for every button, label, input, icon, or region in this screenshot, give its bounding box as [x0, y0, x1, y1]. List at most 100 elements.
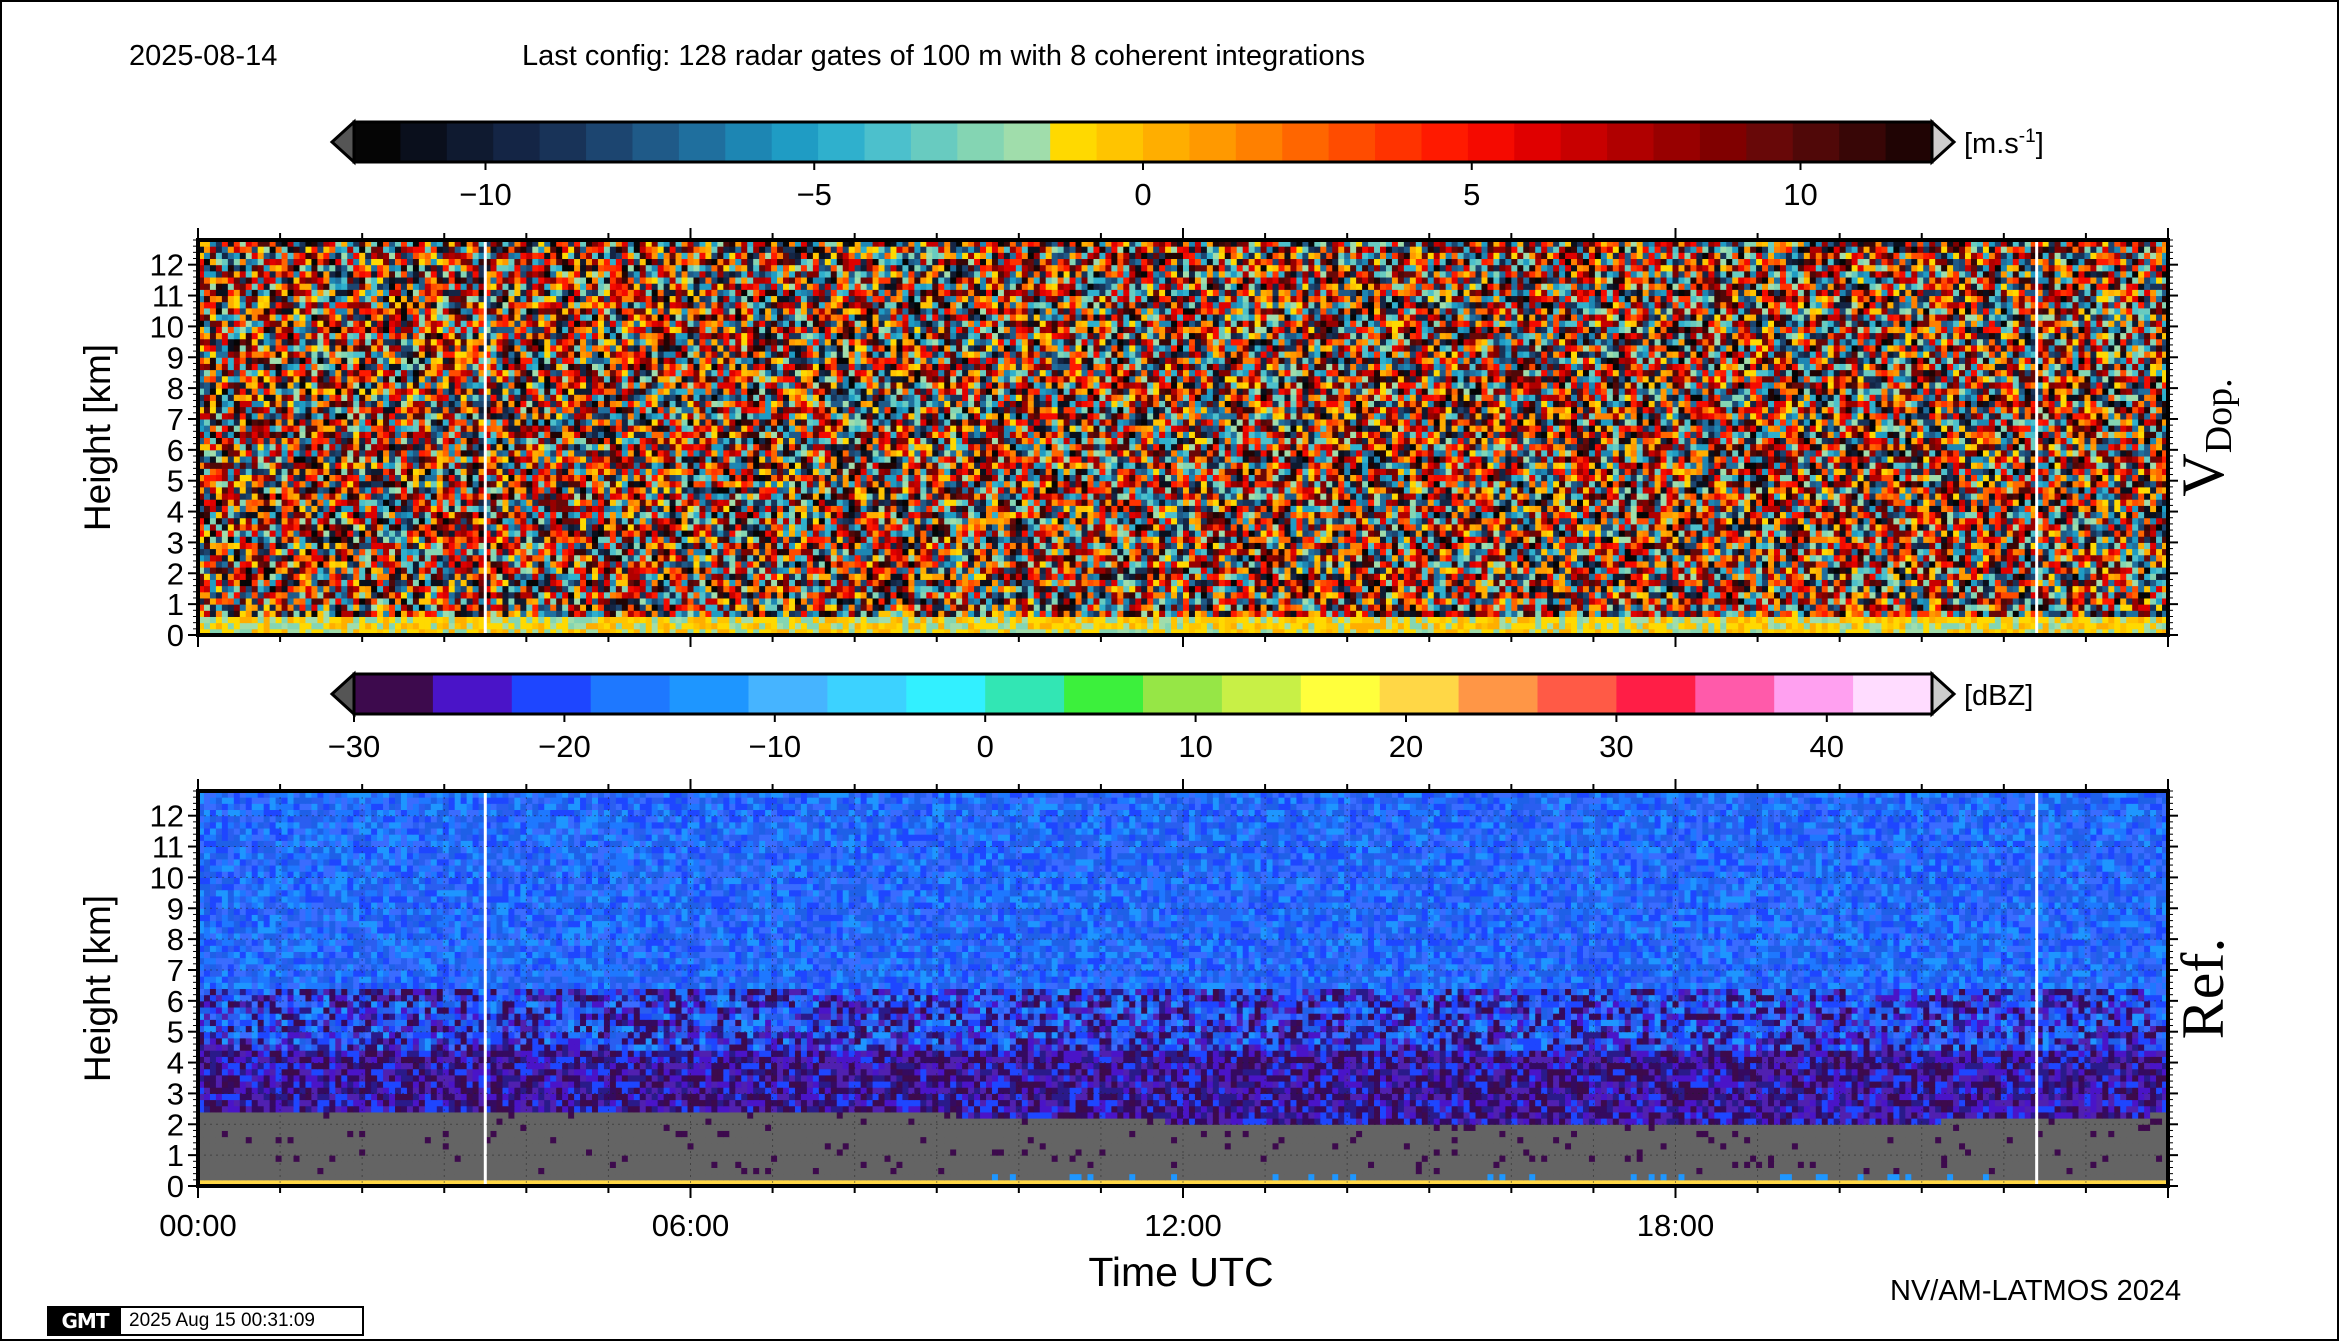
gmt-logo-icon: GMT [49, 1308, 121, 1334]
colorbar-swatch [400, 122, 448, 162]
colorbar-swatch [493, 122, 541, 162]
colorbar-swatch [910, 122, 958, 162]
y-tick-label: 5 [167, 1015, 184, 1050]
colorbar-swatch [1221, 674, 1302, 714]
colorbar-tick-label: −5 [797, 177, 832, 212]
colorbar-swatch [1607, 122, 1655, 162]
y-tick-label: 12 [150, 248, 184, 283]
colorbar-swatch [1616, 674, 1696, 714]
config-label: Last config: 128 radar gates of 100 m wi… [522, 40, 1365, 73]
timestamp-label: 2025 Aug 15 00:31:09 [121, 1308, 362, 1334]
colorbar-tick-label: 0 [1134, 177, 1151, 212]
colorbar-swatch [1514, 122, 1562, 162]
y-tick-label: 9 [167, 891, 184, 926]
colorbar-swatch [1379, 674, 1460, 714]
colorbar-0 [329, 118, 1957, 170]
colorbar-swatch [1064, 674, 1144, 714]
panel-label: VDop. [2170, 378, 2240, 496]
colorbar-swatch [1143, 674, 1223, 714]
colorbar-swatch [1885, 122, 1933, 162]
colorbar-swatch [1003, 122, 1051, 162]
colorbar-tick-label: −10 [459, 177, 512, 212]
y-tick-label: 1 [167, 587, 184, 622]
colorbar-frame [352, 672, 1934, 716]
colorbar-swatch [354, 674, 434, 714]
x-tick-label: 18:00 [1637, 1208, 1715, 1243]
colorbar-swatch [1189, 122, 1237, 162]
colorbar-swatch [586, 122, 634, 162]
y-tick-label: 3 [167, 525, 184, 560]
colorbar-swatch [1839, 122, 1887, 162]
y-tick-label: 10 [150, 860, 184, 895]
colorbar-swatch [354, 122, 402, 162]
colorbar-tick-label: 0 [977, 729, 994, 764]
y-tick-label: 10 [150, 309, 184, 344]
colorbar-swatch [446, 122, 494, 162]
colorbar-swatch [1853, 674, 1933, 714]
colorbar-swatch [1421, 122, 1469, 162]
velocity-heatmap [198, 240, 2169, 636]
y-tick-label: 0 [167, 1169, 184, 1204]
colorbar-tick-label: 10 [1178, 729, 1212, 764]
y-tick-label: 5 [167, 464, 184, 499]
x-axis-label: Time UTC [1088, 1249, 1273, 1295]
colorbar-tick-label: 20 [1389, 729, 1423, 764]
colorbar-swatch [632, 122, 680, 162]
colorbar-tick-label: 10 [1783, 177, 1817, 212]
colorbar-swatch [1458, 674, 1539, 714]
y-tick-label: 7 [167, 953, 184, 988]
y-tick-label: 0 [167, 618, 184, 653]
colorbar-swatch [985, 674, 1065, 714]
colorbar-swatch [957, 122, 1005, 162]
colorbar-swatch [1774, 674, 1854, 714]
colorbar-swatch [725, 122, 773, 162]
x-tick-label: 12:00 [1144, 1208, 1222, 1243]
colorbar-swatch [590, 674, 671, 714]
colorbar-swatch [827, 674, 907, 714]
y-tick-label: 1 [167, 1138, 184, 1173]
colorbar-swatch [1143, 122, 1191, 162]
y-tick-label: 6 [167, 433, 184, 468]
colorbar-swatch [1050, 122, 1098, 162]
colorbar-swatch [1695, 674, 1775, 714]
y-tick-label: 4 [167, 495, 184, 530]
colorbar-swatch [864, 122, 912, 162]
colorbar-swatch [1746, 122, 1794, 162]
colorbar-swatch [1328, 122, 1376, 162]
x-tick-label: 00:00 [159, 1208, 237, 1243]
colorbar-tick-label: −30 [328, 729, 381, 764]
colorbar-swatch [748, 674, 828, 714]
colorbar-swatch [1537, 674, 1617, 714]
colorbar-unit: [m.s-1] [1964, 126, 2044, 160]
colorbar-swatch [771, 122, 819, 162]
colorbar-unit: [dBZ] [1964, 680, 2033, 712]
colorbar-swatch [1653, 122, 1701, 162]
y-tick-label: 2 [167, 1107, 184, 1142]
colorbar-swatch [906, 674, 986, 714]
colorbar-swatch [1235, 122, 1283, 162]
panel-axes-1 [188, 779, 2178, 1198]
y-tick-label: 12 [150, 799, 184, 834]
colorbar-tick-label: −20 [538, 729, 591, 764]
y-axis-label: Height [km] [77, 344, 118, 531]
date-label: 2025-08-14 [129, 40, 277, 73]
colorbar-swatch [1560, 122, 1608, 162]
panel-label: Ref. [2170, 938, 2236, 1040]
y-tick-label: 11 [152, 830, 184, 865]
colorbar-swatch [539, 122, 587, 162]
colorbar-swatch [432, 674, 513, 714]
colorbar-swatch [818, 122, 866, 162]
colorbar-swatch [1375, 122, 1423, 162]
colorbar-swatch [1096, 122, 1144, 162]
y-tick-label: 4 [167, 1046, 184, 1081]
colorbar-low-triangle [329, 670, 356, 718]
colorbar-swatch [511, 674, 592, 714]
y-tick-label: 6 [167, 984, 184, 1019]
colorbar-1 [329, 670, 1957, 722]
y-tick-label: 2 [167, 556, 184, 591]
y-tick-label: 8 [167, 922, 184, 957]
y-tick-label: 3 [167, 1076, 184, 1111]
colorbar-swatch [1792, 122, 1840, 162]
colorbar-swatch [678, 122, 726, 162]
colorbar-swatch [669, 674, 750, 714]
